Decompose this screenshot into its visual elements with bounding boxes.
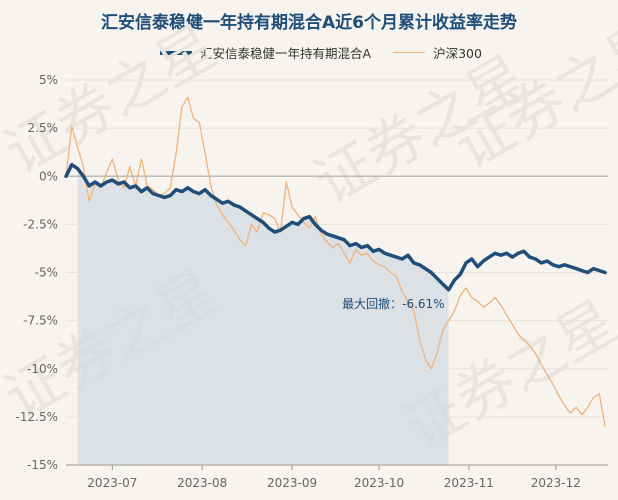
y-tick-label: 0% <box>39 169 58 183</box>
max-drawdown-annotation: 最大回撤：-6.61% <box>342 296 444 311</box>
x-tick-label: 2023-09 <box>267 476 317 490</box>
legend-label-index: 沪深300 <box>433 46 482 61</box>
legend-swatch-fund <box>160 50 192 55</box>
x-tick-label: 2023-10 <box>354 476 404 490</box>
watermark-text: 证券之星 <box>0 12 228 187</box>
y-tick-label: -7.5% <box>23 314 58 328</box>
series-line-fund <box>64 162 607 292</box>
y-tick-label: -2.5% <box>23 217 58 231</box>
x-tick-label: 2023-11 <box>444 476 494 490</box>
y-tick-label: -10% <box>27 362 58 376</box>
y-tick-label: 5% <box>39 73 58 87</box>
drawdown-area <box>77 168 449 466</box>
y-tick-label: -12.5% <box>16 410 58 424</box>
legend: 汇安信泰稳健一年持有期混合A 沪深300 <box>160 43 504 62</box>
legend-label-fund: 汇安信泰稳健一年持有期混合A <box>200 46 372 61</box>
x-tick-label: 2023-07 <box>87 476 137 490</box>
y-tick-label: -15% <box>27 458 58 472</box>
x-tick-label: 2023-08 <box>177 476 227 490</box>
y-tick-label: 2.5% <box>28 121 59 135</box>
legend-item-index: 沪深300 <box>393 43 482 62</box>
series-line-index <box>65 96 606 428</box>
legend-item-fund: 汇安信泰稳健一年持有期混合A <box>160 43 371 62</box>
y-tick-label: -5% <box>35 266 58 280</box>
chart-title: 汇安信泰稳健一年持有期混合A近6个月累计收益率走势 <box>101 13 517 33</box>
x-tick-label: 2023-12 <box>531 476 581 490</box>
legend-swatch-index <box>393 51 426 54</box>
